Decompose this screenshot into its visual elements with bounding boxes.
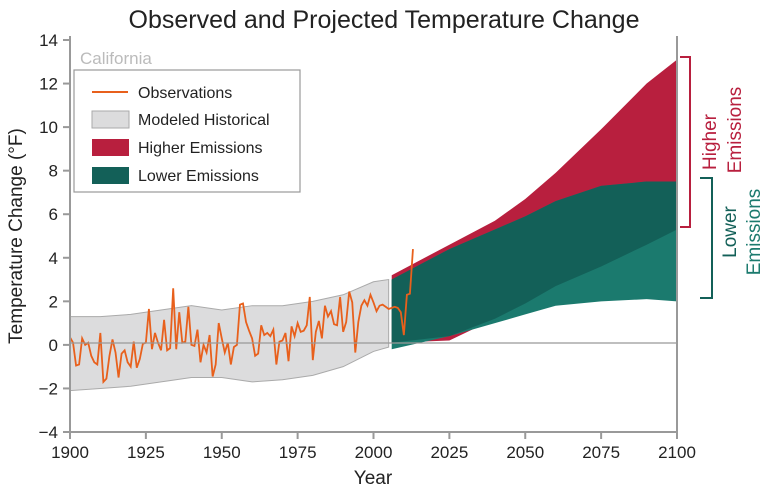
x-tick-label: 1900	[51, 443, 89, 462]
chart-title: Observed and Projected Temperature Chang…	[129, 6, 640, 34]
y-tick-label: 8	[49, 162, 58, 181]
x-tick-label: 1975	[279, 443, 317, 462]
lower-emissions-bracket: Lower Emissions	[700, 177, 765, 299]
x-tick-label: 2075	[582, 443, 620, 462]
higher-annotation-line2: Emissions	[725, 87, 746, 174]
x-tick-label: 1950	[203, 443, 241, 462]
y-tick-label: 4	[49, 249, 58, 268]
legend-swatch-higher	[92, 139, 129, 156]
lower-annotation-line1: Lower	[720, 205, 741, 257]
legend: Observations Modeled Historical Higher E…	[73, 69, 301, 193]
legend-label-lower: Lower Emissions	[138, 168, 259, 185]
x-tick-label: 2100	[658, 443, 696, 462]
x-tick-label: 2025	[430, 443, 468, 462]
y-tick-label: 12	[39, 75, 58, 94]
legend-label-modeled: Modeled Historical	[138, 112, 270, 129]
observations-line	[69, 249, 414, 385]
x-axis-label: Year	[354, 468, 393, 489]
higher-emissions-bracket: Higher Emissions	[680, 56, 746, 228]
y-tick-label: 10	[39, 118, 58, 137]
lower-annotation-line2: Emissions	[744, 189, 765, 276]
legend-swatch-modeled	[91, 110, 130, 129]
region-label: California	[80, 49, 152, 68]
legend-label-observations: Observations	[138, 85, 232, 102]
y-axis-label: Temperature Change (°F)	[6, 128, 27, 344]
y-tick-label: 6	[49, 205, 58, 224]
higher-annotation-line1: Higher	[700, 113, 721, 170]
y-tick-label: −2	[39, 379, 58, 398]
y-tick-label: 14	[39, 31, 58, 50]
plot-area	[69, 59, 677, 392]
x-tick-label: 2000	[355, 443, 393, 462]
y-tick-label: 0	[49, 336, 58, 355]
x-tick-label: 2050	[506, 443, 544, 462]
legend-label-higher: Higher Emissions	[138, 140, 262, 157]
emissions-overlap-band	[391, 181, 677, 343]
y-tick-label: 2	[49, 292, 58, 311]
legend-swatch-lower	[92, 167, 129, 184]
x-tick-label: 1925	[127, 443, 165, 462]
y-tick-label: −4	[39, 423, 58, 442]
